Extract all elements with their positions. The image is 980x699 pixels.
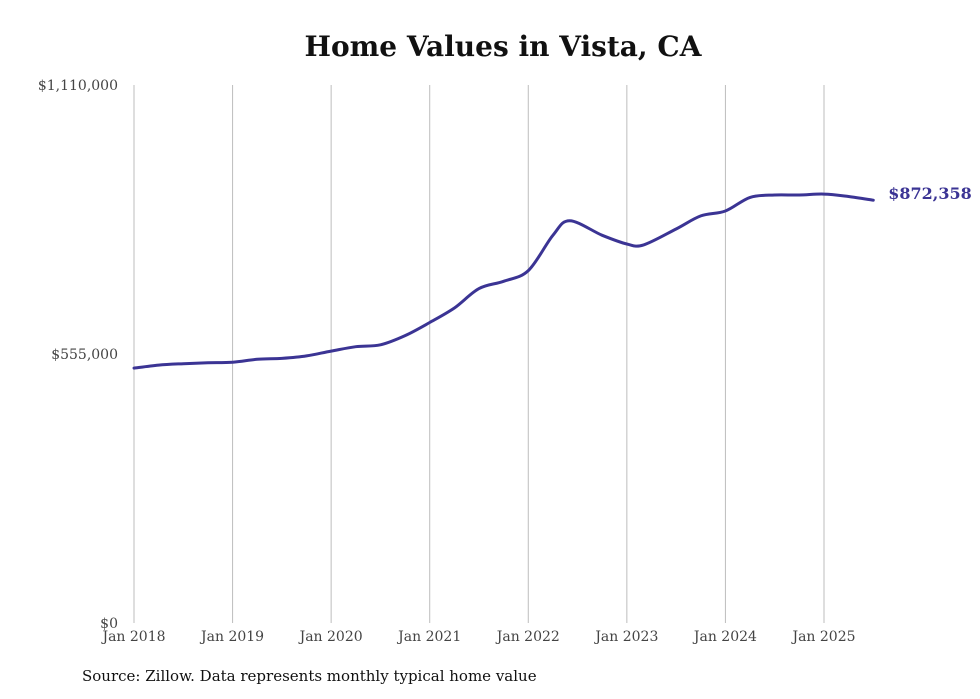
grid-lines	[133, 85, 825, 623]
x-tick-label: Jan 2021	[396, 629, 461, 645]
home-value-line	[132, 192, 875, 370]
x-tick-label: Jan 2020	[298, 629, 363, 645]
y-tick-label: $0	[100, 616, 118, 632]
y-tick-label: $555,000	[51, 347, 118, 363]
x-tick-label: Jan 2023	[593, 629, 658, 645]
x-axis-tick-labels: Jan 2018 Jan 2019 Jan 2020 Jan 2021 Jan 2022…	[100, 629, 855, 645]
x-tick-label: Jan 2025	[790, 629, 855, 645]
x-tick-label: Jan 2018	[100, 629, 165, 645]
source-note: Source: Zillow. Data represents monthly …	[82, 667, 537, 685]
y-tick-label: $1,110,000	[38, 78, 118, 94]
x-tick-label: Jan 2024	[692, 629, 757, 645]
x-tick-label: Jan 2019	[199, 629, 264, 645]
latest-value-label: $872,358	[888, 184, 972, 203]
x-tick-label: Jan 2022	[495, 629, 560, 645]
y-axis-tick-labels: $0 $555,000 $1,110,000	[38, 78, 118, 632]
chart-title: Home Values in Vista, CA	[304, 30, 702, 63]
